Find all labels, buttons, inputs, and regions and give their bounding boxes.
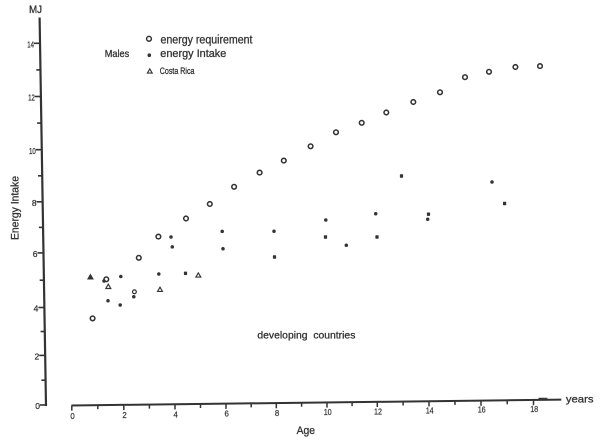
svg-text:Males: Males (105, 48, 130, 60)
svg-text:Age: Age (297, 425, 315, 437)
svg-text:MJ: MJ (29, 4, 42, 16)
svg-text:18: 18 (530, 405, 538, 414)
svg-text:6: 6 (33, 249, 38, 259)
svg-text:energy Intake: energy Intake (160, 48, 226, 60)
svg-text:4: 4 (174, 410, 179, 419)
svg-text:0: 0 (70, 412, 75, 421)
svg-text:developing countries: developing countries (257, 330, 355, 342)
svg-text:12: 12 (28, 93, 35, 103)
svg-text:10: 10 (324, 408, 333, 417)
svg-text:Costa Rica: Costa Rica (160, 66, 195, 76)
svg-text:12: 12 (374, 407, 382, 416)
svg-text:2: 2 (34, 352, 39, 362)
svg-text:8: 8 (32, 198, 37, 208)
svg-text:6: 6 (225, 410, 229, 419)
svg-text:Energy Intake: Energy Intake (10, 176, 22, 240)
svg-text:2: 2 (122, 411, 126, 420)
svg-text:10: 10 (29, 146, 36, 156)
svg-text:14: 14 (27, 40, 34, 50)
svg-text:14: 14 (426, 407, 435, 416)
svg-text:0: 0 (35, 401, 40, 411)
svg-text:16: 16 (478, 406, 486, 415)
svg-text:energy requirement: energy requirement (161, 34, 254, 46)
svg-text:8: 8 (275, 409, 279, 418)
svg-text:4: 4 (34, 304, 39, 314)
svg-text:years: years (566, 393, 594, 405)
